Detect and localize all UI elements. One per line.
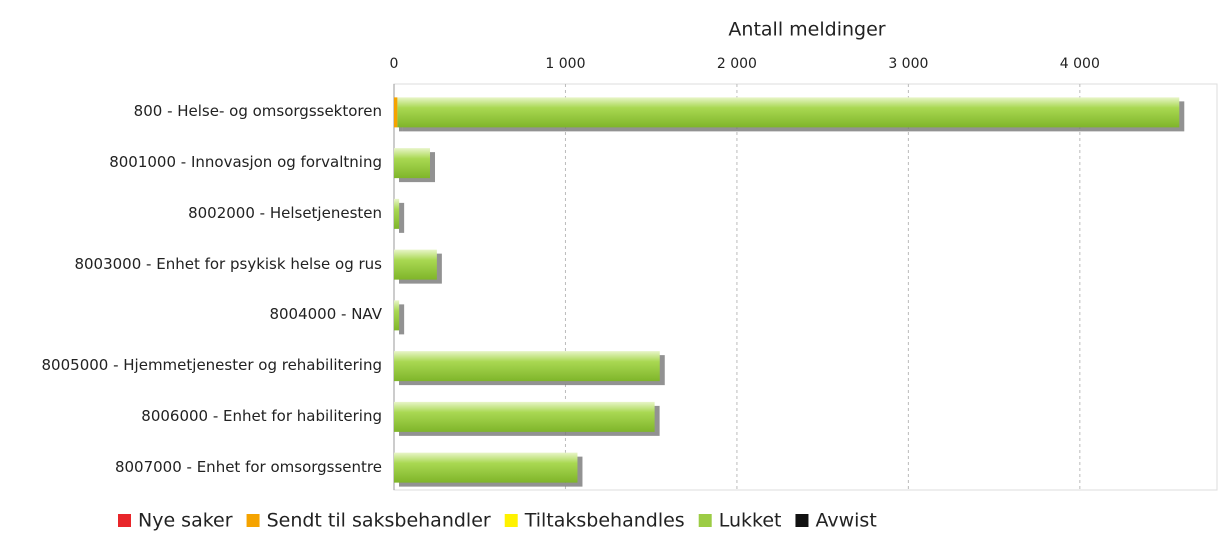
x-tick-label: 2 000 xyxy=(717,56,757,72)
bar xyxy=(394,452,578,483)
legend-label: Tiltaksbehandles xyxy=(524,510,685,532)
x-tick-label: 0 xyxy=(390,56,399,72)
bar-shadow xyxy=(399,202,405,233)
legend-swatch xyxy=(795,514,809,527)
legend-swatch xyxy=(504,514,518,527)
legend-label: Avwist xyxy=(815,510,876,532)
bar xyxy=(394,97,398,128)
legend-label: Nye saker xyxy=(138,510,233,532)
bar xyxy=(394,351,660,382)
y-tick-label: 8007000 - Enhet for omsorgssentre xyxy=(114,457,382,476)
bar xyxy=(394,249,437,280)
legend-swatch xyxy=(698,514,712,527)
bar xyxy=(394,401,655,432)
y-tick-label: 800 - Helse- og omsorgssektoren xyxy=(133,102,382,121)
y-tick-label: 8003000 - Enhet for psykisk helse og rus xyxy=(74,254,382,273)
bar-shadow xyxy=(399,304,405,335)
bar xyxy=(397,97,1180,128)
y-tick-label: 8001000 - Innovasjon og forvaltning xyxy=(109,153,382,172)
x-tick-label: 1 000 xyxy=(545,56,585,72)
x-tick-label: 3 000 xyxy=(888,56,928,72)
y-tick-label: 8002000 - Helsetjenesten xyxy=(188,203,382,222)
legend-swatch xyxy=(246,514,260,527)
y-tick-label: 8004000 - NAV xyxy=(269,305,382,324)
axis-title: Antall meldinger xyxy=(728,19,885,41)
legend-label: Sendt til saksbehandler xyxy=(267,510,491,532)
x-tick-label: 4 000 xyxy=(1060,56,1100,72)
legend-swatch xyxy=(118,514,131,527)
y-tick-label: 8005000 - Hjemmetjenester og rehabiliter… xyxy=(41,356,382,375)
bar xyxy=(394,148,431,179)
bar xyxy=(394,198,400,229)
legend-label: Lukket xyxy=(719,510,782,532)
bar xyxy=(394,300,400,331)
y-tick-label: 8006000 - Enhet for habilitering xyxy=(141,406,382,425)
